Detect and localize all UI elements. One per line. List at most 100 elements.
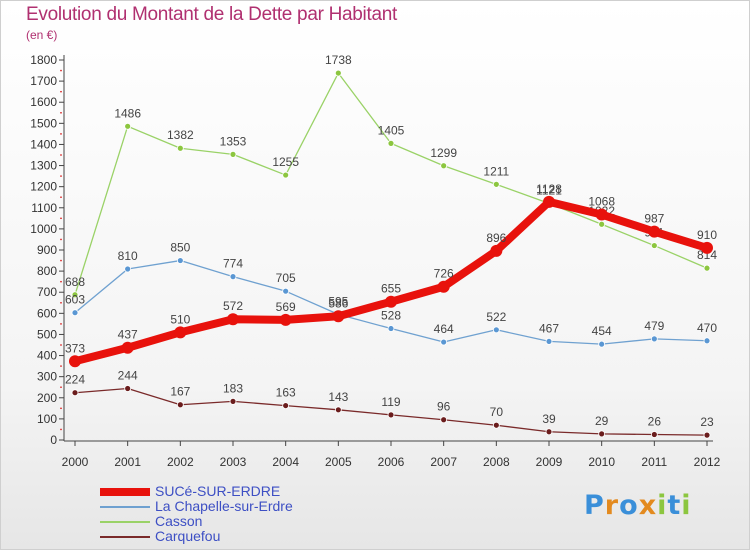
data-label-carquefou: 29 <box>595 414 609 428</box>
data-label-suc-sur-erdre: 373 <box>65 341 85 355</box>
data-label-carquefou: 70 <box>490 405 504 419</box>
data-point-suc-sur-erdre <box>437 280 450 293</box>
data-label-suc-sur-erdre: 987 <box>644 212 664 226</box>
data-point-carquefou <box>440 416 448 424</box>
data-label-suc-sur-erdre: 586 <box>328 296 348 310</box>
data-point-suc-sur-erdre <box>227 313 239 326</box>
data-point-casson <box>124 122 132 130</box>
data-point-suc-sur-erdre <box>174 326 187 339</box>
legend-swatch <box>100 535 150 538</box>
data-point-la-chapelle-sur-erdre <box>229 273 237 281</box>
data-point-la-chapelle-sur-erdre <box>492 326 500 334</box>
data-label-la-chapelle-sur-erdre: 810 <box>118 249 138 263</box>
data-point-la-chapelle-sur-erdre <box>598 340 606 348</box>
data-point-suc-sur-erdre <box>701 241 713 254</box>
x-tick-label: 2012 <box>694 455 721 469</box>
y-tick-label: 600 <box>37 306 57 320</box>
x-tick-label: 2005 <box>325 455 352 469</box>
data-point-la-chapelle-sur-erdre <box>71 309 79 317</box>
data-point-la-chapelle-sur-erdre <box>703 337 711 345</box>
data-point-la-chapelle-sur-erdre <box>545 338 553 345</box>
data-label-suc-sur-erdre: 1128 <box>536 182 562 196</box>
logo-letter: r <box>604 490 620 521</box>
data-point-carquefou <box>334 406 342 414</box>
data-point-suc-sur-erdre <box>385 295 397 308</box>
data-label-casson: 688 <box>65 275 85 289</box>
x-tick-label: 2007 <box>430 455 457 469</box>
legend-item: Carquefou <box>100 528 400 544</box>
data-point-casson <box>703 264 711 272</box>
data-label-casson: 1299 <box>430 146 457 160</box>
data-label-carquefou: 119 <box>381 395 400 409</box>
legend-label: Carquefou <box>155 528 221 544</box>
y-tick-label: 1600 <box>30 95 57 109</box>
y-tick-label: 1800 <box>30 53 57 67</box>
data-label-carquefou: 23 <box>700 415 714 429</box>
data-point-carquefou <box>229 397 237 405</box>
y-tick-label: 800 <box>37 264 57 278</box>
data-point-casson <box>334 69 342 77</box>
x-tick-label: 2003 <box>220 455 247 469</box>
x-tick-label: 2006 <box>378 455 405 469</box>
x-tick-label: 2009 <box>536 455 563 469</box>
data-label-suc-sur-erdre: 896 <box>486 231 506 245</box>
y-tick-label: 1000 <box>30 222 57 236</box>
data-label-la-chapelle-sur-erdre: 479 <box>644 319 664 333</box>
legend-swatch <box>100 520 150 523</box>
legend-item: Casson <box>100 513 400 529</box>
x-tick-label: 2000 <box>62 455 89 469</box>
data-label-la-chapelle-sur-erdre: 774 <box>223 257 243 271</box>
x-tick-label: 2010 <box>588 455 615 469</box>
data-label-carquefou: 244 <box>118 368 138 382</box>
data-label-casson: 1121 <box>536 183 562 197</box>
data-point-suc-sur-erdre <box>543 195 555 208</box>
data-point-la-chapelle-sur-erdre <box>440 338 448 346</box>
legend-label: La Chapelle-sur-Erdre <box>155 498 293 514</box>
data-label-suc-sur-erdre: 726 <box>434 267 454 281</box>
data-point-la-chapelle-sur-erdre <box>282 287 290 295</box>
legend-label: SUCé-SUR-ERDRE <box>155 483 281 499</box>
legend-item: SUCé-SUR-ERDRE <box>100 483 400 499</box>
data-point-la-chapelle-sur-erdre <box>650 335 658 343</box>
data-label-la-chapelle-sur-erdre: 603 <box>65 293 85 307</box>
y-tick-label: 500 <box>37 327 57 341</box>
data-point-casson <box>598 220 606 228</box>
y-tick-label: 0 <box>50 433 57 447</box>
data-point-carquefou <box>71 389 79 397</box>
data-point-casson <box>492 180 500 188</box>
data-label-la-chapelle-sur-erdre: 595 <box>328 294 348 308</box>
data-point-carquefou <box>124 385 132 392</box>
data-label-carquefou: 224 <box>65 373 85 387</box>
data-point-carquefou <box>545 428 553 436</box>
data-label-casson: 1211 <box>483 164 509 178</box>
y-tick-label: 400 <box>37 349 57 363</box>
data-point-la-chapelle-sur-erdre <box>387 325 395 332</box>
y-tick-label: 900 <box>37 243 57 257</box>
y-tick-label: 1100 <box>31 201 57 215</box>
data-point-carquefou <box>282 402 290 409</box>
logo-letter: i <box>681 490 692 521</box>
y-tick-label: 1400 <box>30 137 57 151</box>
data-point-carquefou <box>598 430 606 438</box>
unit-label: (en €) <box>26 28 58 42</box>
data-point-suc-sur-erdre <box>69 355 81 368</box>
logo-letter: o <box>619 490 639 521</box>
data-point-la-chapelle-sur-erdre <box>176 257 184 264</box>
y-tick-label: 200 <box>37 391 57 405</box>
data-label-carquefou: 96 <box>437 400 451 414</box>
data-label-la-chapelle-sur-erdre: 528 <box>381 309 401 323</box>
x-tick-label: 2002 <box>167 455 194 469</box>
data-point-casson <box>650 242 658 249</box>
x-tick-label: 2008 <box>483 455 510 469</box>
logo-letter: P <box>584 490 605 521</box>
data-point-suc-sur-erdre <box>648 225 661 238</box>
data-point-carquefou <box>387 411 395 419</box>
data-point-carquefou <box>703 431 711 439</box>
series-line-casson <box>74 72 708 296</box>
legend-item: La Chapelle-sur-Erdre <box>100 498 400 514</box>
data-label-carquefou: 167 <box>170 385 190 399</box>
data-label-casson: 814 <box>697 248 717 262</box>
data-label-la-chapelle-sur-erdre: 470 <box>697 321 717 335</box>
